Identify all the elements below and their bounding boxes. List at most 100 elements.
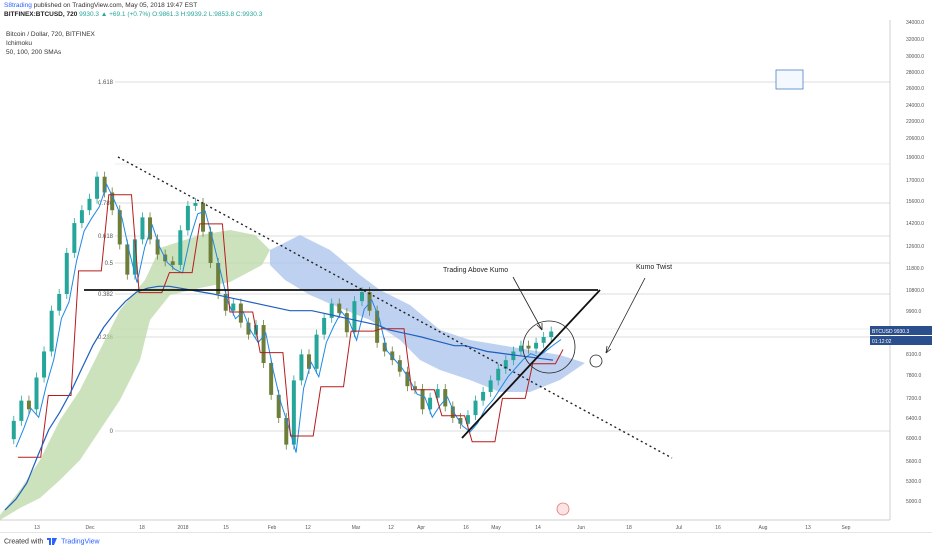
legend-ichimoku[interactable]: Ichimoku bbox=[6, 40, 33, 47]
candle-body bbox=[57, 294, 62, 311]
ichimoku-cloud-blue bbox=[270, 235, 585, 392]
candle-body bbox=[140, 217, 145, 240]
candle-body bbox=[534, 342, 539, 349]
kijun-line bbox=[18, 194, 564, 458]
candle-body bbox=[359, 292, 364, 302]
tenkan-line bbox=[15, 183, 562, 453]
candle-body bbox=[125, 244, 130, 275]
y-tick-label: 22000.0 bbox=[906, 119, 924, 125]
x-tick-label: Dec bbox=[86, 525, 95, 531]
candle-body bbox=[496, 368, 501, 381]
y-tick-label: 12600.0 bbox=[906, 244, 924, 250]
candle-body bbox=[503, 360, 508, 369]
candle-body bbox=[102, 176, 107, 193]
fib-label: 0 bbox=[110, 429, 114, 435]
candle-body bbox=[170, 261, 175, 265]
y-tick-label: 19000.0 bbox=[906, 155, 924, 161]
annotation-label: Kumo Twist bbox=[636, 264, 672, 271]
y-tick-label: 9900.0 bbox=[906, 309, 922, 315]
fib-label: 0.5 bbox=[105, 261, 114, 267]
candle-body bbox=[390, 351, 395, 361]
x-tick-label: 2018 bbox=[177, 525, 188, 531]
candle-body bbox=[322, 317, 327, 335]
candle-body bbox=[291, 380, 296, 445]
y-tick-labels: 34000.0 32000.0 30000.0 28000.0 26000.0 24000… bbox=[906, 20, 924, 505]
ascending-trendline bbox=[461, 289, 601, 439]
candle-body bbox=[117, 210, 122, 245]
footer-bar: Created with TradingView bbox=[0, 532, 932, 551]
candle-body bbox=[193, 203, 198, 206]
price-axis bbox=[890, 20, 932, 532]
y-tick-label: 28000.0 bbox=[906, 70, 924, 76]
candle-body bbox=[382, 342, 387, 352]
candle-body bbox=[518, 345, 523, 352]
fib-levels: 1.618 0.786 0.618 0.5 0.382 0.236 0 bbox=[98, 80, 890, 435]
candle-body bbox=[541, 337, 546, 343]
candle-body bbox=[465, 415, 470, 424]
candle-body bbox=[132, 239, 137, 275]
x-tick-label: 18 bbox=[626, 525, 632, 531]
x-tick-label: 15 bbox=[223, 525, 229, 531]
y-tick-label: 6400.0 bbox=[906, 416, 922, 422]
candle-body bbox=[246, 322, 251, 335]
candle-body bbox=[19, 400, 24, 421]
brand-link[interactable]: TradingView bbox=[61, 538, 100, 546]
price-tag-label: 01:12:02 bbox=[872, 339, 892, 345]
y-tick-label: 11800.0 bbox=[906, 266, 924, 272]
candle-body bbox=[435, 389, 440, 398]
x-tick-label: 12 bbox=[305, 525, 311, 531]
y-tick-label: 5000.0 bbox=[906, 499, 922, 505]
price-candles bbox=[11, 171, 554, 450]
x-tick-label: 13 bbox=[34, 525, 40, 531]
x-tick-label: Jun bbox=[577, 525, 585, 531]
x-tick-label: 12 bbox=[388, 525, 394, 531]
y-tick-label: 6000.0 bbox=[906, 436, 922, 442]
x-tick-label: Mar bbox=[352, 525, 361, 531]
price-chart[interactable]: 34000.0 32000.0 30000.0 28000.0 26000.0 24000… bbox=[0, 20, 932, 532]
descending-trendline bbox=[117, 156, 673, 459]
fib-label: 0.236 bbox=[98, 335, 114, 341]
candle-body bbox=[208, 231, 213, 263]
created-text: Created with bbox=[4, 538, 44, 546]
ichimoku-cloud-green bbox=[0, 230, 270, 520]
candle-body bbox=[329, 303, 334, 318]
candle-body bbox=[428, 397, 433, 410]
candle-body bbox=[450, 406, 455, 418]
y-tick-label: 14200.0 bbox=[906, 221, 924, 227]
candle-body bbox=[216, 263, 221, 294]
chart-legend: Bitcoin / Dollar, 720, BITFINEX Ichimoku… bbox=[6, 30, 95, 57]
sma-200-line bbox=[4, 285, 554, 511]
x-tick-label: 14 bbox=[535, 525, 541, 531]
candle-body bbox=[201, 203, 206, 232]
candle-body bbox=[352, 301, 357, 333]
author-link[interactable]: S8trading bbox=[4, 2, 32, 9]
publish-line: S8trading published on TradingView.com, … bbox=[4, 2, 197, 9]
candle-body bbox=[148, 217, 153, 240]
candle-body bbox=[110, 192, 115, 211]
y-tick-label: 5600.0 bbox=[906, 459, 922, 465]
quote-line: BITFINEX:BTCUSD, 720 9930.3 ▲ +69.1 (+0.… bbox=[4, 11, 262, 18]
y-tick-label: 24000.0 bbox=[906, 103, 924, 109]
candle-body bbox=[49, 310, 54, 352]
event-marker-icon bbox=[556, 502, 570, 516]
candle-body bbox=[26, 400, 31, 410]
candle-body bbox=[185, 205, 190, 231]
candle-body bbox=[511, 351, 516, 361]
candle-body bbox=[284, 417, 289, 445]
candle-body bbox=[223, 294, 228, 311]
candle-body bbox=[79, 210, 84, 224]
legend-smas[interactable]: 50, 100, 200 SMAs bbox=[6, 49, 62, 56]
x-tick-label: Apr bbox=[417, 525, 425, 531]
candle-body bbox=[526, 345, 531, 349]
kumo-twist-circle bbox=[589, 354, 603, 368]
candle-body bbox=[261, 325, 266, 364]
x-tick-label: 16 bbox=[715, 525, 721, 531]
ohlc-values: O:9861.3 H:9939.2 L:9853.8 C:9930.3 bbox=[152, 11, 263, 18]
y-tick-label: 20600.0 bbox=[906, 136, 924, 142]
y-tick-label: 10800.0 bbox=[906, 288, 924, 294]
candle-body bbox=[42, 351, 47, 378]
fib-label: 0.382 bbox=[98, 292, 114, 298]
fib-label: 1.618 bbox=[98, 80, 114, 86]
y-tick-label: 26000.0 bbox=[906, 86, 924, 92]
last-price: 9930.3 bbox=[79, 11, 100, 18]
